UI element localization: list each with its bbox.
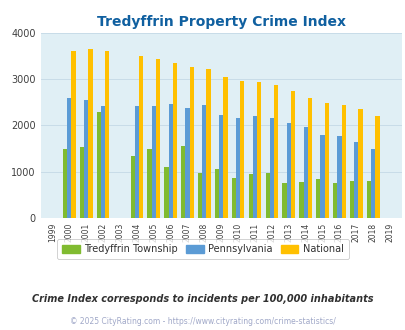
Bar [290, 91, 294, 218]
Bar [101, 106, 105, 218]
Bar [374, 116, 379, 218]
Bar [337, 137, 341, 218]
Bar [168, 104, 172, 218]
Bar [324, 103, 328, 218]
Bar [235, 118, 240, 218]
Bar [298, 182, 303, 218]
Bar [84, 100, 88, 218]
Bar [273, 85, 277, 218]
Bar [269, 118, 273, 218]
Bar [315, 179, 320, 218]
Bar [88, 49, 92, 218]
Bar [303, 127, 307, 218]
Bar [130, 156, 134, 218]
Bar [349, 181, 354, 218]
Bar [307, 98, 311, 218]
Bar [265, 173, 269, 218]
Bar [366, 181, 370, 218]
Bar [181, 146, 185, 218]
Bar [354, 142, 358, 218]
Bar [214, 169, 219, 218]
Title: Tredyffrin Property Crime Index: Tredyffrin Property Crime Index [96, 15, 345, 29]
Bar [240, 81, 244, 218]
Bar [248, 174, 252, 218]
Text: Crime Index corresponds to incidents per 100,000 inhabitants: Crime Index corresponds to incidents per… [32, 294, 373, 304]
Bar [202, 105, 206, 218]
Bar [219, 115, 223, 218]
Bar [252, 116, 256, 218]
Bar [156, 59, 160, 218]
Bar [282, 183, 286, 218]
Bar [286, 123, 290, 218]
Bar [320, 135, 324, 218]
Bar [172, 63, 177, 218]
Bar [96, 112, 101, 218]
Text: © 2025 CityRating.com - https://www.cityrating.com/crime-statistics/: © 2025 CityRating.com - https://www.city… [70, 317, 335, 326]
Bar [341, 105, 345, 218]
Bar [358, 109, 362, 218]
Bar [139, 56, 143, 218]
Bar [164, 167, 168, 218]
Bar [147, 149, 151, 218]
Bar [198, 173, 202, 218]
Bar [206, 70, 210, 218]
Bar [370, 149, 374, 218]
Bar [333, 183, 337, 218]
Bar [223, 77, 227, 218]
Bar [256, 82, 261, 218]
Bar [189, 67, 193, 218]
Legend: Tredyffrin Township, Pennsylvania, National: Tredyffrin Township, Pennsylvania, Natio… [57, 240, 348, 259]
Bar [105, 50, 109, 218]
Bar [63, 149, 67, 218]
Bar [151, 106, 156, 218]
Bar [134, 106, 139, 218]
Bar [185, 108, 189, 218]
Bar [231, 178, 235, 218]
Bar [67, 98, 71, 218]
Bar [80, 147, 84, 218]
Bar [71, 50, 75, 218]
